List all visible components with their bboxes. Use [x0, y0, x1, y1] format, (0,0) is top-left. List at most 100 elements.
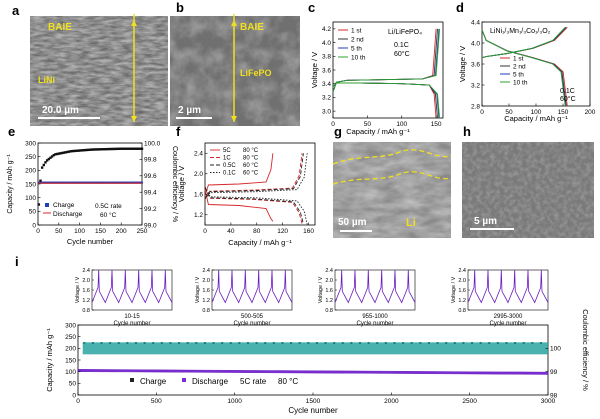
y2-tick-label: 98 [550, 392, 558, 399]
charge-curve-0.5C [204, 153, 304, 199]
chart-c-axes: 0 50 100 150 3.0 3.2 3.4 3.6 3.8 4.0 4.2 [322, 26, 442, 128]
x-tick-label: 80 [253, 228, 261, 235]
scalebar-label-g: 50 µm [338, 217, 367, 228]
label-material-b: LiFePO [240, 68, 272, 78]
y-tick-label: 300 [65, 322, 76, 329]
efficiency-outlier-point [169, 342, 172, 345]
y-tick-label: 3.6 [322, 67, 331, 74]
y-tick-label: 100 [65, 369, 76, 376]
efficiency-outlier-point [488, 342, 491, 345]
legend-d-label: 1 st [513, 55, 524, 62]
discharge-curve-1C [204, 187, 303, 224]
efficiency-outlier-point [376, 342, 379, 345]
efficiency-point [102, 148, 105, 151]
efficiency-point [74, 149, 77, 153]
inset-y-tick-label: 0.8 [458, 308, 466, 314]
y-tick-label: 300 [25, 140, 36, 147]
inset-voltage-curve [211, 269, 293, 304]
efficiency-outlier-point [341, 342, 344, 345]
panel-letter-g: g [334, 124, 342, 139]
efficiency-point [55, 152, 59, 156]
efficiency-outlier-point [255, 342, 258, 345]
efficiency-outlier-point [160, 342, 163, 345]
label-li-g: Li [406, 217, 416, 229]
chart-d-annotation-1: 0.1C [560, 88, 575, 95]
efficiency-point [90, 148, 94, 151]
capacity-band [77, 369, 549, 375]
legend-d-label: 5 th [513, 71, 524, 78]
efficiency-point [129, 147, 132, 150]
efficiency-outlier-point [264, 342, 267, 345]
y-tick-label: 3.0 [322, 108, 331, 115]
discharge-curve-0.1C [204, 186, 308, 225]
efficiency-outlier-point [272, 342, 275, 345]
efficiency-outlier-point [505, 342, 508, 345]
legend-d-label: 10 th [513, 79, 528, 86]
efficiency-point [37, 203, 41, 206]
efficiency-point [140, 147, 144, 150]
efficiency-outlier-point [91, 342, 94, 345]
chart-f-axes: 0 40 80 120 160 1.2 1.6 2.0 2.4 [194, 151, 314, 235]
efficiency-point [40, 166, 44, 169]
efficiency-point [60, 151, 64, 155]
discharge-curve-10th [332, 82, 441, 119]
y-tick-label: 100 [25, 195, 36, 202]
y2-tick-label: 100.0 [144, 140, 161, 147]
panel-h: h 5 µm [462, 124, 594, 238]
x-tick-label: 120 [277, 228, 288, 235]
efficiency-point [72, 149, 75, 153]
inset-y-tick-label: 1.2 [325, 298, 333, 304]
efficiency-outlier-point [367, 342, 370, 345]
x-tick-label: 3000 [541, 398, 556, 405]
chart-f-ylabel: Voltage / V [177, 166, 186, 202]
efficiency-outlier-point [152, 342, 155, 345]
chart-i-xlabel: Cycle number [288, 406, 338, 415]
chart-i-annotation-2: 80 °C [278, 377, 298, 386]
inset-y-tick-label: 1.6 [325, 288, 333, 294]
inset-y-tick-label: 2.0 [202, 278, 210, 284]
legend-f-temp: 80 °C [243, 156, 259, 162]
efficiency-point [127, 147, 130, 150]
efficiency-outlier-point [384, 342, 387, 345]
legend-f-temp: 60 °C [243, 171, 259, 177]
label-baie-a: BAIE [48, 22, 72, 33]
efficiency-point [69, 150, 72, 153]
efficiency-point [52, 153, 56, 157]
inset-frame [467, 269, 549, 311]
x-tick-label: 0 [480, 109, 484, 116]
inset-ylabel: Voltage / V [195, 276, 201, 303]
efficiency-point [84, 148, 87, 152]
x-tick-label: 150 [95, 228, 106, 235]
efficiency-point [125, 147, 129, 150]
panel-letter-i: i [15, 254, 19, 269]
efficiency-point [105, 147, 109, 151]
efficiency-outlier-point [522, 342, 525, 345]
x-tick-label: 160 [303, 228, 314, 235]
inset-y-tick-label: 2.4 [202, 268, 210, 274]
legend-c-label: 10 th [351, 54, 366, 61]
efficiency-point [122, 147, 125, 150]
inset-y-tick-label: 1.2 [458, 298, 466, 304]
efficiency-point [45, 159, 49, 162]
legend-f-rate: 5C [223, 148, 231, 154]
efficiency-point [109, 147, 112, 151]
efficiency-point [124, 147, 127, 150]
y2-tick-label: 100 [550, 346, 561, 353]
legend-c-label: 5 th [351, 45, 362, 52]
chart-e-y2label: Coulombic efficiency / % [171, 146, 178, 222]
y-tick-label: 3.8 [322, 54, 331, 61]
efficiency-outlier-point [350, 342, 353, 345]
inset-range-label: 2995-3000 [494, 314, 523, 320]
y2-tick-label: 99.4 [144, 190, 157, 197]
label-baie-b: BAIE [240, 22, 264, 33]
efficiency-point [92, 148, 95, 151]
legend-f-temp: 80 °C [243, 148, 259, 154]
inset-ylabel: Voltage / V [318, 276, 324, 303]
legend-i-discharge-marker [182, 378, 186, 382]
inset-xlabel: Cycle number [233, 321, 270, 327]
chart-f-plot: 5C 80 °C 1C 80 °C 0.5C 60 °C 0.1C 60 °C [204, 148, 308, 225]
y-tick-label: 250 [25, 154, 36, 161]
x-tick-label: 1000 [227, 398, 242, 405]
x-tick-label: 250 [137, 228, 148, 235]
